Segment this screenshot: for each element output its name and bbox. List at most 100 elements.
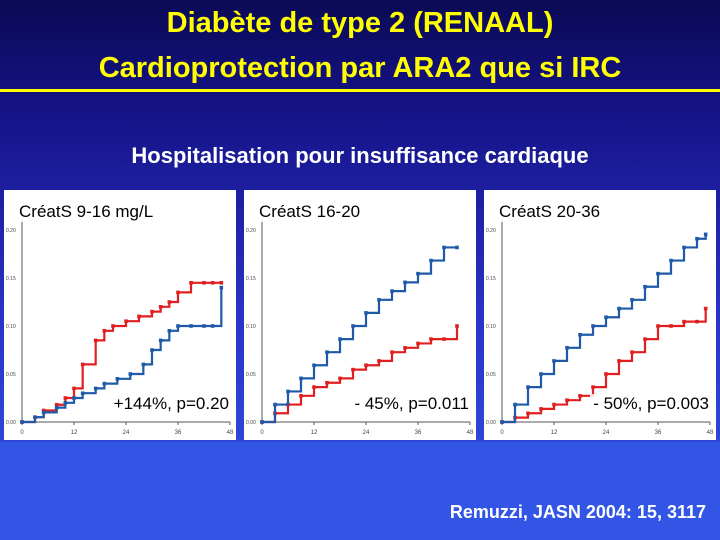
data-point-blue bbox=[455, 245, 459, 250]
data-point-red bbox=[176, 290, 180, 295]
data-point-blue bbox=[63, 401, 68, 405]
x-tick-label: 12 bbox=[71, 430, 78, 436]
data-point-blue bbox=[189, 324, 193, 328]
data-point-blue bbox=[351, 324, 355, 328]
data-point-blue bbox=[338, 337, 342, 341]
chart-svg-3: 0 12 24 36 48 0.20 0.15 0.10 0.05 0.00 bbox=[486, 220, 714, 436]
data-point-blue bbox=[260, 420, 264, 424]
data-point-red bbox=[93, 338, 98, 343]
data-point-blue bbox=[80, 391, 85, 395]
data-point-blue bbox=[565, 346, 569, 350]
data-point-blue bbox=[273, 402, 277, 407]
data-point-blue bbox=[500, 420, 504, 424]
data-point-red bbox=[80, 362, 85, 367]
x-tick-label: 24 bbox=[363, 430, 370, 436]
data-point-blue bbox=[377, 298, 381, 302]
y-tick-label: 0.15 bbox=[6, 276, 16, 282]
chart-title: CréatS 9-16 mg/L bbox=[16, 202, 157, 222]
x-tick-label: 36 bbox=[175, 430, 182, 436]
data-point-red bbox=[167, 300, 172, 304]
data-point-blue bbox=[54, 405, 59, 410]
data-point-blue bbox=[150, 348, 154, 352]
data-point-red bbox=[617, 359, 621, 363]
slide-subtitle: Hospitalisation pour insuffisance cardia… bbox=[131, 143, 589, 168]
data-point-red bbox=[63, 396, 68, 400]
chart-svg-1: 0 12 24 36 48 0.20 0.15 0.10 0.05 0.00 bbox=[6, 220, 234, 436]
x-tick-label: 36 bbox=[415, 430, 422, 436]
data-point-red bbox=[102, 329, 107, 333]
data-point-blue bbox=[442, 245, 446, 250]
data-point-red bbox=[604, 372, 608, 376]
x-tick-label: 48 bbox=[227, 430, 234, 436]
data-point-blue bbox=[656, 271, 660, 276]
data-point-blue bbox=[695, 236, 699, 241]
data-point-red bbox=[669, 324, 673, 328]
data-point-red bbox=[158, 305, 163, 309]
chart-panel-3: 0 12 24 36 48 0.20 0.15 0.10 0.05 0.00 CréatS 20-… bbox=[484, 190, 716, 440]
data-point-red bbox=[656, 324, 660, 328]
slide-title-line-2: Cardioprotection par ARA2 que si IRC bbox=[98, 52, 622, 84]
reference-citation: Remuzzi, JASN 2004: 15, 3117 bbox=[449, 502, 706, 522]
data-point-blue bbox=[20, 420, 24, 424]
data-point-blue bbox=[115, 377, 120, 381]
data-point-red bbox=[299, 394, 303, 398]
title-underline bbox=[0, 89, 720, 92]
x-tick-label: 48 bbox=[467, 430, 474, 436]
data-point-red bbox=[150, 309, 154, 314]
data-point-red bbox=[338, 376, 342, 381]
data-point-blue bbox=[390, 289, 394, 293]
data-point-blue bbox=[630, 298, 634, 302]
data-point-red bbox=[202, 281, 206, 285]
data-point-red bbox=[695, 319, 699, 324]
data-point-red bbox=[682, 319, 686, 324]
x-tick-label: 36 bbox=[655, 430, 662, 436]
x-tick-label: 12 bbox=[551, 430, 558, 436]
chart-title: CréatS 16-20 bbox=[256, 202, 364, 222]
data-point-blue bbox=[703, 232, 708, 237]
y-tick-label: 0.20 bbox=[486, 228, 496, 234]
data-point-red bbox=[351, 367, 355, 372]
data-point-blue bbox=[202, 324, 206, 328]
data-point-blue bbox=[552, 359, 556, 363]
data-point-red bbox=[72, 386, 76, 391]
data-point-red bbox=[703, 306, 708, 311]
x-tick-label: 24 bbox=[603, 430, 610, 436]
data-point-blue bbox=[41, 410, 46, 415]
y-tick-label: 0.10 bbox=[6, 324, 16, 330]
data-point-red bbox=[111, 324, 115, 328]
data-point-blue bbox=[403, 280, 407, 285]
data-point-red bbox=[312, 385, 316, 389]
data-point-blue bbox=[141, 362, 146, 367]
data-point-red bbox=[526, 411, 530, 416]
data-point-red bbox=[442, 337, 446, 341]
chart-panel-1: 0 12 24 36 48 0.20 0.15 0.10 0.05 0.00 CréatS 9-1… bbox=[4, 190, 236, 440]
data-point-blue bbox=[93, 386, 98, 391]
data-point-red bbox=[403, 346, 407, 350]
data-point-blue bbox=[526, 385, 530, 389]
data-point-red bbox=[325, 380, 329, 385]
x-tick-label: 0 bbox=[260, 430, 264, 436]
chart-panel-2: 0 12 24 36 48 0.20 0.15 0.10 0.05 0.00 CréatS 16-… bbox=[244, 190, 476, 440]
data-point-blue bbox=[513, 402, 517, 407]
y-tick-label: 0.15 bbox=[246, 276, 256, 282]
data-point-blue bbox=[591, 324, 595, 328]
data-point-blue bbox=[643, 284, 647, 289]
data-point-blue bbox=[286, 389, 290, 394]
y-tick-label: 0.20 bbox=[6, 228, 16, 234]
chart-annotation: - 45%, p=0.011 bbox=[351, 394, 472, 414]
data-point-red bbox=[390, 350, 394, 354]
data-point-blue bbox=[102, 381, 107, 386]
data-point-blue bbox=[416, 271, 420, 276]
x-tick-label: 12 bbox=[311, 430, 318, 436]
chart-svg-2: 0 12 24 36 48 0.20 0.15 0.10 0.05 0.00 bbox=[246, 220, 474, 436]
chart-annotation: +144%, p=0.20 bbox=[110, 394, 232, 414]
series-line-red bbox=[262, 326, 459, 424]
data-point-blue bbox=[325, 350, 329, 354]
data-point-blue bbox=[128, 372, 133, 376]
y-tick-label: 0.00 bbox=[6, 420, 16, 426]
data-point-blue bbox=[604, 315, 608, 320]
data-point-red bbox=[630, 350, 634, 354]
x-tick-label: 0 bbox=[20, 430, 24, 436]
data-point-blue bbox=[364, 311, 368, 315]
data-point-red bbox=[219, 281, 224, 285]
